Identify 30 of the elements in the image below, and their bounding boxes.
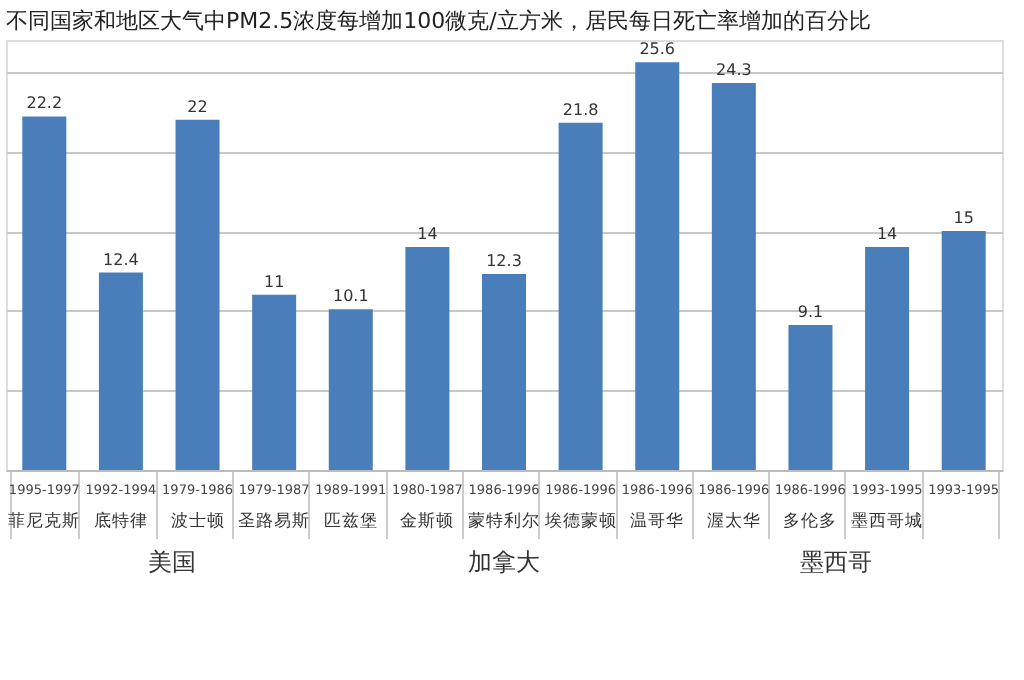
text: 加拿大 [468, 548, 540, 576]
text: 美国 [148, 548, 196, 576]
bar [175, 119, 220, 470]
bar [711, 83, 756, 470]
data-label: 21.8 [562, 100, 599, 119]
data-label: 25.6 [639, 40, 676, 59]
bar [788, 325, 833, 470]
bar [941, 231, 986, 470]
data-label: 10.1 [332, 287, 369, 306]
data-label: 14 [417, 225, 438, 244]
data-label: 14 [876, 225, 898, 244]
data-label: 22 [187, 97, 208, 116]
bar [328, 309, 373, 470]
data-label: 12.3 [486, 252, 522, 271]
data-label: 9.1 [797, 303, 824, 322]
bar [482, 274, 526, 470]
text: 墨西哥 [800, 548, 872, 576]
bar [252, 294, 297, 470]
data-label: 12.4 [103, 250, 139, 269]
bar [558, 122, 603, 470]
bar [865, 247, 910, 470]
chart-title: 不同国家和地区大气中PM2.5浓度每增加100微克/立方米，居民每日死亡率增加的百分比 [6, 8, 871, 34]
data-label: 11 [263, 272, 285, 291]
bar [635, 62, 680, 470]
data-label: 22.2 [26, 94, 63, 113]
data-label: 15 [953, 209, 974, 228]
data-label: 24.3 [716, 61, 752, 79]
bar [22, 116, 67, 470]
bar [98, 272, 143, 470]
bar [405, 247, 450, 470]
